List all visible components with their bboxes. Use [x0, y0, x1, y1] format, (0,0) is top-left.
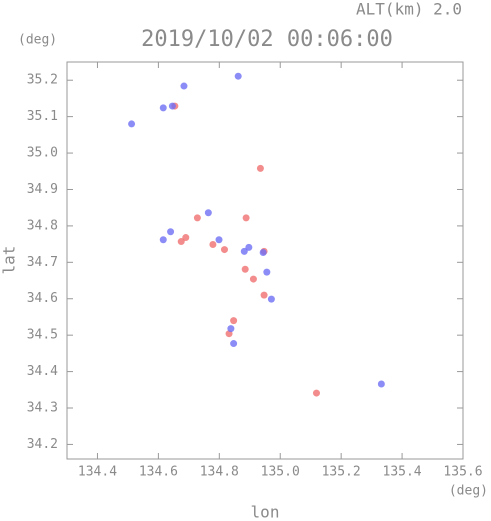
- point: [245, 243, 253, 251]
- x-axis-label: lon: [251, 503, 280, 521]
- y-tick-label: 34.3: [27, 401, 58, 416]
- y-tick-label: 34.6: [27, 291, 58, 306]
- point: [159, 104, 167, 112]
- y-tick-label: 34.2: [27, 437, 58, 452]
- y-axis-label: lat: [0, 246, 19, 275]
- y-tick-label: 34.7: [27, 255, 58, 270]
- point: [249, 275, 257, 283]
- y-unit: (deg): [18, 33, 57, 48]
- point: [159, 236, 167, 244]
- point: [182, 234, 190, 242]
- point: [215, 236, 223, 244]
- point: [204, 209, 212, 217]
- chart-title: 2019/10/02 00:06:00: [141, 27, 393, 52]
- point: [263, 268, 271, 276]
- point: [259, 248, 267, 256]
- y-tick-label: 34.9: [27, 182, 58, 197]
- x-tick-label: 134.6: [139, 465, 178, 480]
- point: [267, 295, 275, 303]
- y-tick-label: 34.8: [27, 218, 58, 233]
- x-tick-label: 135.6: [443, 465, 482, 480]
- point: [256, 164, 264, 172]
- point: [209, 240, 217, 248]
- y-tick-label: 34.4: [27, 364, 58, 379]
- point: [242, 214, 250, 222]
- point: [241, 265, 249, 273]
- y-tick-label: 34.5: [27, 328, 58, 343]
- plot-frame: [66, 61, 464, 460]
- x-tick-label: 134.4: [78, 465, 117, 480]
- point: [128, 120, 136, 128]
- point: [377, 380, 385, 388]
- y-tick-label: 35.0: [27, 146, 58, 161]
- point: [227, 325, 235, 333]
- point: [230, 340, 238, 348]
- subtitle: ALT(km) 2.0: [356, 0, 462, 19]
- point: [240, 247, 248, 255]
- point: [234, 72, 242, 80]
- point: [260, 291, 268, 299]
- point: [168, 102, 176, 110]
- x-tick-label: 134.8: [200, 465, 239, 480]
- point: [220, 246, 228, 254]
- point: [167, 228, 175, 236]
- x-tick-label: 135.4: [383, 465, 422, 480]
- point: [230, 317, 238, 325]
- point: [180, 82, 188, 90]
- point: [193, 214, 201, 222]
- y-tick-label: 35.2: [27, 73, 58, 88]
- point: [312, 389, 320, 397]
- y-tick-label: 35.1: [27, 109, 58, 124]
- point: [177, 238, 185, 246]
- x-tick-label: 135.2: [322, 465, 361, 480]
- x-tick-label: 135.0: [261, 465, 300, 480]
- x-unit: (deg): [449, 484, 488, 499]
